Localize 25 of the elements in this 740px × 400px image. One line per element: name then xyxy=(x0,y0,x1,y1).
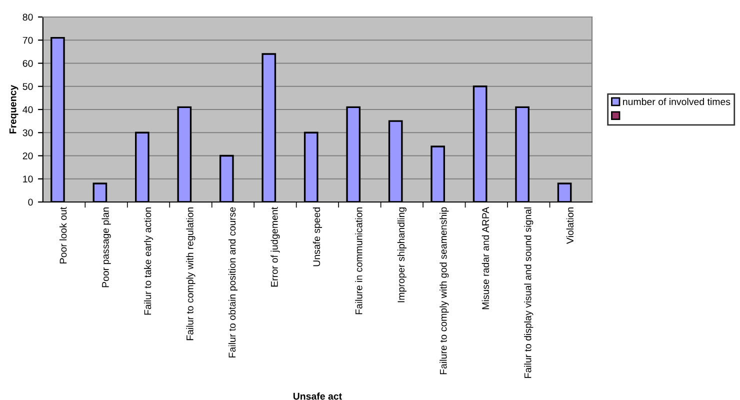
y-tick-label: 60 xyxy=(22,60,33,67)
x-tick-label: Failur to comply with regulation xyxy=(186,207,196,340)
legend-label: number of involved times xyxy=(623,98,730,106)
x-tick-label: Failur to take early action xyxy=(144,207,154,315)
x-tick-label: Failur to display visual and sound signal xyxy=(524,208,534,378)
y-axis-title: Frequency xyxy=(10,84,18,134)
x-tick-label: Misuse radar and ARPA xyxy=(482,206,490,310)
y-tick-label: 10 xyxy=(23,176,33,182)
x-axis-title: Unsafe act xyxy=(293,392,342,400)
y-tick-label: 80 xyxy=(22,14,33,21)
y-tick-label: 30 xyxy=(22,129,33,136)
x-tick-label: Improper shiphandling xyxy=(397,207,406,302)
y-tick-label: 20 xyxy=(22,152,33,160)
x-tick-label: Unsafe speed xyxy=(312,207,322,266)
y-tick-label: 0 xyxy=(28,198,33,206)
x-tick-label: Failure to comply with god seamenship xyxy=(440,207,449,374)
y-tick-label: 70 xyxy=(22,36,33,44)
x-tick-label: Failure in communication xyxy=(355,207,362,314)
x-tick-label: Poor passage plan xyxy=(102,207,111,288)
x-tick-label: Violation xyxy=(566,207,574,244)
x-tick-label: Error of judgement xyxy=(270,206,280,287)
x-tick-label: Poor look out xyxy=(60,206,67,264)
y-tick-label: 50 xyxy=(22,83,33,90)
x-tick-label: Failur to obtain position and course xyxy=(228,207,238,358)
y-tick-label: 40 xyxy=(22,106,33,114)
